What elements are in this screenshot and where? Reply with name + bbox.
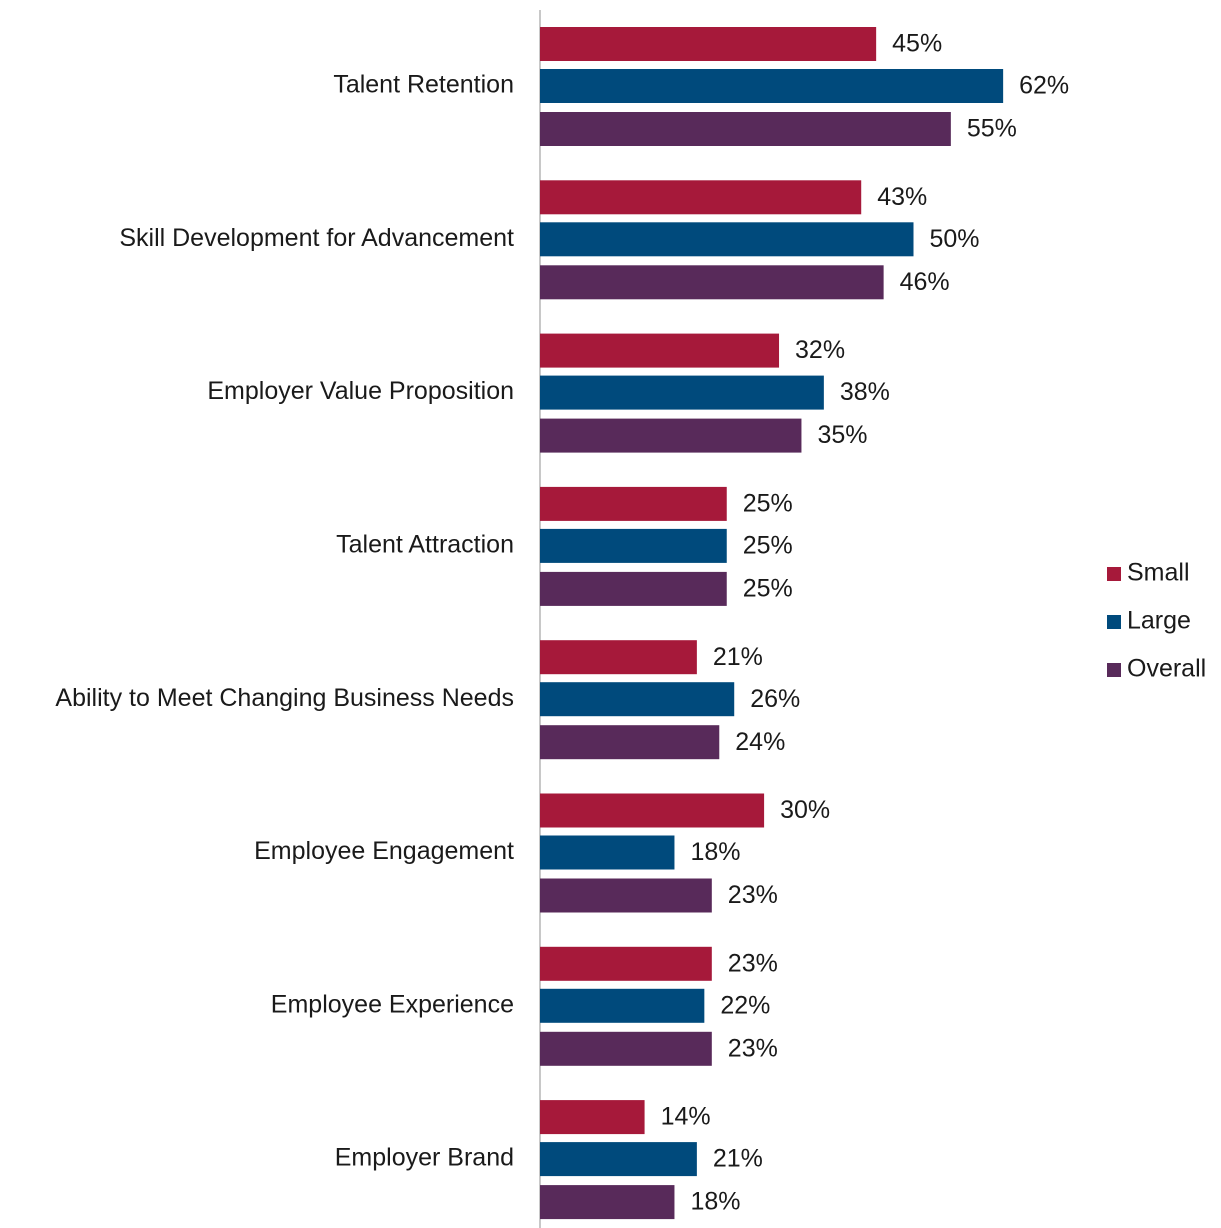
bar	[540, 793, 765, 828]
value-label: 21%	[713, 1145, 763, 1173]
value-label: 30%	[780, 796, 830, 824]
bar	[540, 112, 951, 146]
category-label: Skill Development for Advancement	[119, 224, 514, 252]
category-label: Ability to Meet Changing Business Needs	[55, 684, 514, 712]
value-label: 14%	[661, 1103, 711, 1131]
bar	[540, 1185, 675, 1220]
bar	[540, 571, 727, 606]
bar	[540, 486, 727, 521]
bar	[540, 1100, 645, 1135]
bar	[540, 725, 720, 760]
value-label: 45%	[892, 30, 942, 58]
bar	[540, 878, 712, 913]
bar	[540, 528, 727, 563]
bar	[540, 1031, 712, 1066]
value-label: 26%	[750, 685, 800, 713]
bar	[540, 333, 780, 368]
bar	[540, 222, 914, 257]
bar	[540, 418, 802, 453]
bar	[540, 682, 735, 717]
category-label: Employer Value Proposition	[207, 377, 514, 405]
value-label: 23%	[728, 949, 778, 977]
value-label: 35%	[817, 421, 867, 449]
value-label: 21%	[713, 643, 763, 671]
legend-label: Overall	[1127, 655, 1206, 683]
category-label: Employee Engagement	[254, 837, 514, 865]
value-label: 55%	[967, 115, 1017, 143]
value-label: 32%	[795, 336, 845, 364]
value-label: 22%	[720, 991, 770, 1019]
legend-label: Large	[1127, 607, 1191, 635]
value-label: 38%	[840, 378, 890, 406]
value-label: 25%	[743, 490, 793, 518]
category-label: Talent Attraction	[336, 531, 514, 559]
value-label: 23%	[728, 881, 778, 909]
value-label: 62%	[1019, 72, 1069, 100]
category-label: Talent Retention	[333, 71, 514, 99]
category-label: Employee Experience	[271, 990, 514, 1018]
bar	[540, 265, 884, 300]
legend-label: Small	[1127, 559, 1190, 587]
value-label: 25%	[743, 575, 793, 603]
value-label: 46%	[900, 268, 950, 296]
value-label: 18%	[690, 1188, 740, 1216]
value-label: 24%	[735, 728, 785, 756]
bar	[540, 1142, 697, 1177]
bar	[540, 988, 705, 1023]
bar	[540, 946, 712, 981]
bar	[540, 835, 675, 870]
bar	[540, 375, 824, 410]
bar	[540, 180, 862, 215]
value-label: 43%	[877, 183, 927, 211]
bar	[540, 69, 1004, 103]
legend-swatch	[1107, 663, 1121, 677]
value-label: 25%	[743, 532, 793, 560]
value-label: 50%	[930, 225, 980, 253]
legend-swatch	[1107, 615, 1121, 629]
legend-swatch	[1107, 567, 1121, 581]
category-label: Employer Brand	[335, 1144, 514, 1172]
bar	[540, 27, 877, 61]
value-label: 18%	[690, 838, 740, 866]
value-label: 23%	[728, 1034, 778, 1062]
bar	[540, 640, 697, 675]
